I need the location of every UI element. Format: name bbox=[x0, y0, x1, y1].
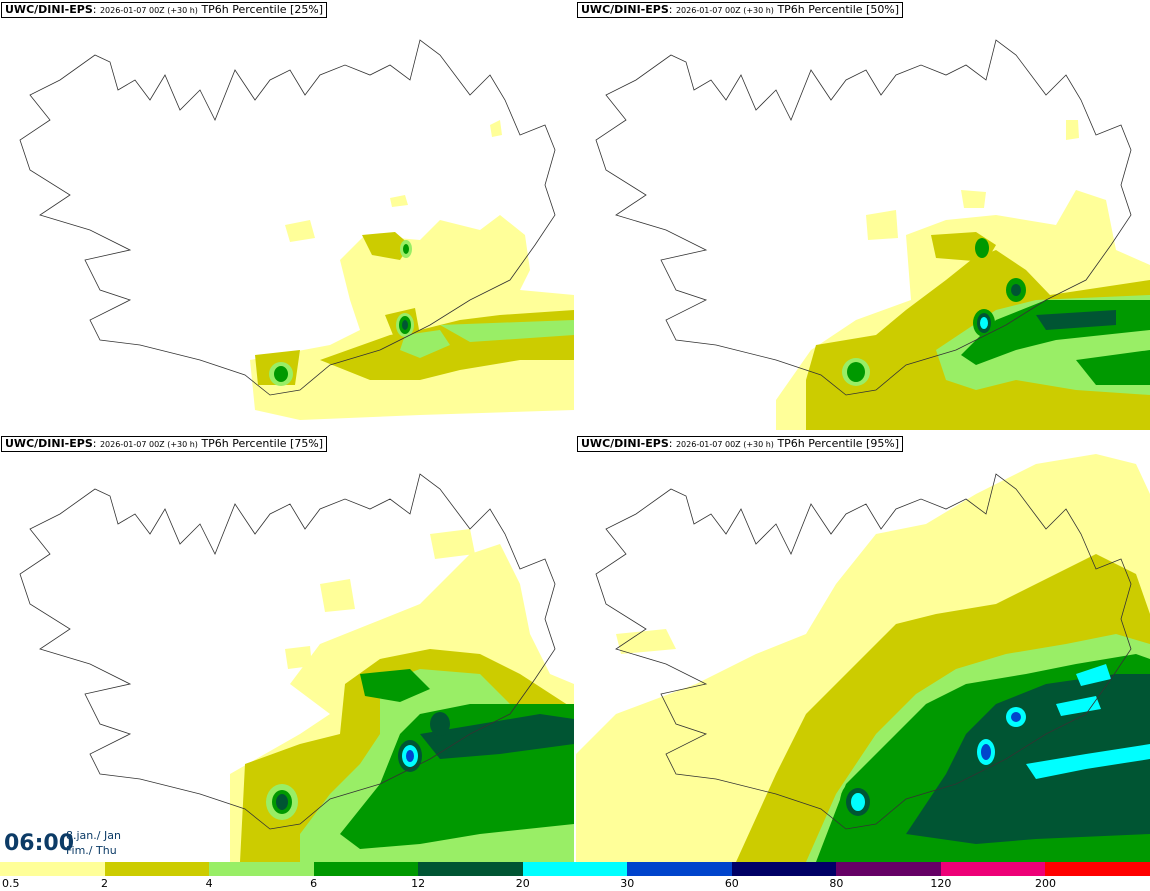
coastline bbox=[595, 473, 1132, 830]
panel-divider bbox=[0, 431, 1150, 434]
legend-label: 4 bbox=[205, 877, 213, 890]
legend-swatch bbox=[104, 862, 210, 876]
precip-map bbox=[19, 473, 574, 862]
legend-swatch bbox=[313, 862, 419, 876]
legend-label: 0.5 bbox=[2, 877, 20, 890]
legend-label: 200 bbox=[1034, 877, 1056, 890]
valid-time: 06:00 bbox=[4, 831, 75, 856]
map-panel-p25: UWC/DINI-EPS: 2026-01-07 00Z (+30 h) TP6… bbox=[0, 0, 574, 432]
precip-map bbox=[576, 454, 1150, 862]
legend-label: 20 bbox=[515, 877, 530, 890]
map-panel-p95: UWC/DINI-EPS: 2026-01-07 00Z (+30 h) TP6… bbox=[576, 434, 1150, 866]
legend-label: 80 bbox=[829, 877, 844, 890]
precip-map bbox=[19, 39, 574, 420]
legend-label: 2 bbox=[101, 877, 109, 890]
map-panel-p50: UWC/DINI-EPS: 2026-01-07 00Z (+30 h) TP6… bbox=[576, 0, 1150, 432]
legend-label: 60 bbox=[724, 877, 739, 890]
panel-title: UWC/DINI-EPS: 2026-01-07 00Z (+30 h) TP6… bbox=[577, 2, 904, 18]
precip-fill bbox=[776, 120, 1150, 430]
legend-swatch bbox=[522, 862, 628, 876]
legend-swatch bbox=[1045, 862, 1150, 876]
legend-swatch bbox=[731, 862, 837, 876]
legend-label: 120 bbox=[930, 877, 952, 890]
valid-day: Fim./ Thu bbox=[66, 844, 117, 857]
legend-swatch bbox=[836, 862, 942, 876]
color-legend: 0.5 2 4 6 12 20 30 60 80 120 200 bbox=[0, 862, 1150, 891]
precip-fill bbox=[576, 454, 1150, 862]
precip-fill bbox=[250, 120, 574, 420]
legend-swatch bbox=[209, 862, 315, 876]
map-panel-p75: UWC/DINI-EPS: 2026-01-07 00Z (+30 h) TP6… bbox=[0, 434, 574, 866]
precip-map bbox=[595, 39, 1150, 430]
legend-label: 12 bbox=[411, 877, 426, 890]
panel-title: UWC/DINI-EPS: 2026-01-07 00Z (+30 h) TP6… bbox=[1, 2, 328, 18]
legend-swatch bbox=[0, 862, 106, 876]
coastline bbox=[19, 473, 556, 830]
precip-fill bbox=[230, 529, 574, 862]
legend-swatch bbox=[418, 862, 524, 876]
panel-title: UWC/DINI-EPS: 2026-01-07 00Z (+30 h) TP6… bbox=[577, 436, 904, 452]
panel-title: UWC/DINI-EPS: 2026-01-07 00Z (+30 h) TP6… bbox=[1, 436, 328, 452]
valid-date: 8.jan./ Jan bbox=[66, 829, 121, 842]
valid-time-box: 06:00 8.jan./ Jan Fim./ Thu bbox=[0, 823, 130, 861]
legend-swatch bbox=[627, 862, 733, 876]
legend-swatch bbox=[940, 862, 1046, 876]
legend-label: 6 bbox=[310, 877, 318, 890]
legend-label: 30 bbox=[620, 877, 635, 890]
coastline bbox=[595, 39, 1132, 396]
coastline bbox=[19, 39, 556, 396]
